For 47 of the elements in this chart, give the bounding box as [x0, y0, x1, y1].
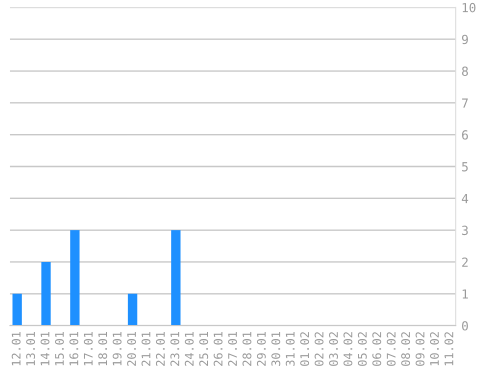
y-tick-label: 1	[462, 289, 468, 299]
x-tick-label: 30.01	[271, 332, 280, 366]
x-tick-label: 01.02	[300, 332, 310, 366]
y-tick-label: 0	[462, 321, 468, 331]
y-tick-label: 10	[462, 2, 476, 12]
y-tick-label: 6	[462, 130, 468, 140]
x-tick-label: 15.01	[54, 332, 64, 366]
x-tick-label: 04.02	[343, 332, 352, 366]
x-tick-label: 22.01	[156, 332, 165, 366]
y-tick-label: 8	[462, 66, 468, 76]
bar	[128, 294, 138, 326]
x-tick-label: 26.01	[214, 332, 223, 366]
x-tick-label: 16.01	[69, 332, 78, 366]
x-tick-label: 18.01	[98, 332, 108, 366]
x-tick-label: 05.02	[358, 332, 367, 366]
x-tick-label: 11.02	[444, 332, 454, 366]
x-tick-label: 31.01	[286, 332, 295, 366]
bar	[12, 294, 22, 326]
x-tick-label: 23.01	[170, 332, 180, 366]
x-tick-label: 10.02	[430, 332, 439, 366]
x-tick-label: 08.02	[401, 332, 410, 366]
bar	[171, 230, 181, 326]
bar	[70, 230, 80, 326]
y-tick-label: 2	[462, 257, 468, 267]
y-tick-label: 5	[462, 162, 468, 172]
y-tick-label: 3	[462, 226, 468, 236]
x-tick-label: 02.02	[314, 332, 324, 366]
x-tick-label: 03.02	[329, 332, 338, 366]
x-tick-label: 17.01	[84, 332, 93, 366]
bar	[41, 262, 51, 326]
x-tick-label: 25.01	[199, 332, 208, 366]
y-tick-label: 7	[462, 98, 468, 108]
x-tick-label: 20.01	[127, 332, 136, 366]
x-tick-label: 19.01	[112, 332, 122, 366]
x-tick-label: 27.01	[228, 332, 237, 366]
x-tick-label: 28.01	[242, 332, 252, 366]
x-tick-label: 06.02	[372, 332, 382, 366]
x-tick-label: 13.01	[26, 332, 36, 366]
x-tick-label: 29.01	[256, 332, 266, 366]
x-tick-label: 09.02	[416, 332, 425, 366]
x-tick-label: 21.01	[142, 332, 150, 366]
x-tick-label: 14.01	[40, 332, 50, 366]
x-tick-label: 12.01	[12, 332, 21, 366]
x-tick-label: 24.01	[184, 332, 194, 366]
x-tick-label: 07.02	[386, 332, 396, 366]
y-tick-label: 9	[462, 34, 468, 44]
y-tick-label: 4	[462, 194, 468, 204]
